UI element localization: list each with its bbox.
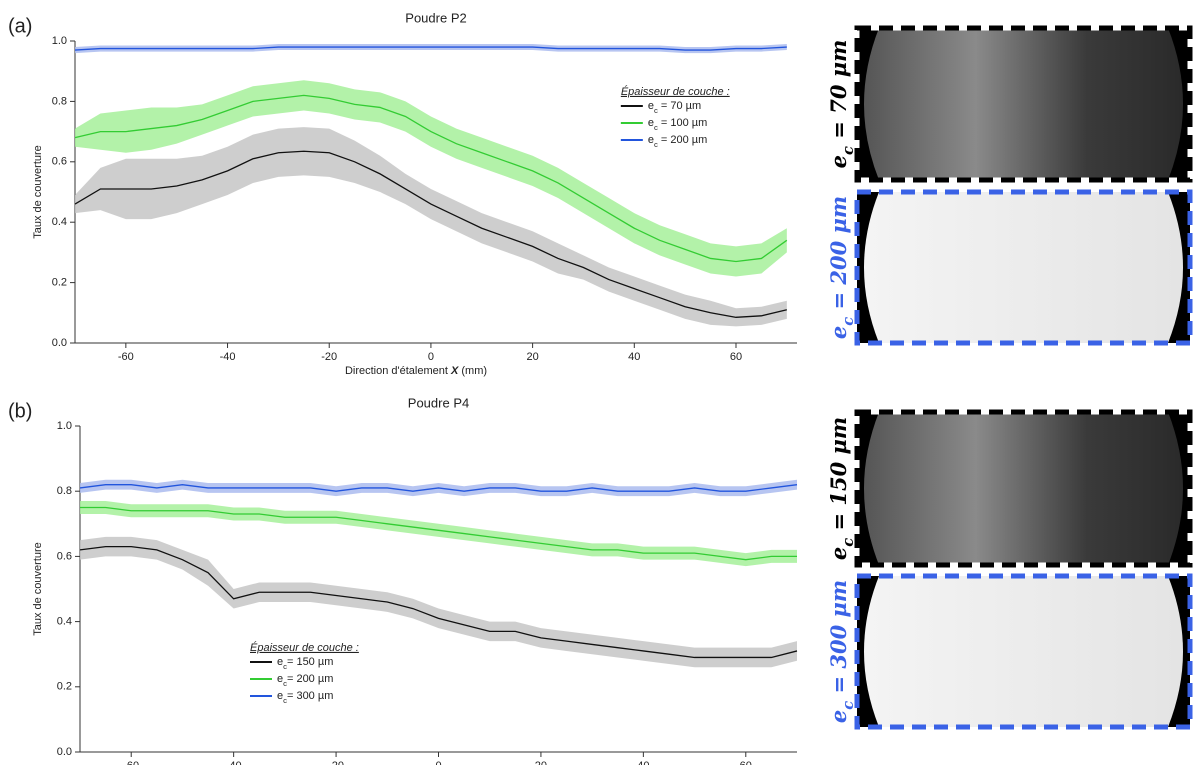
chart-title: Poudre P2 (405, 10, 466, 25)
legend-title: Épaisseur de couche : (621, 85, 730, 98)
y-axis-label: Taux de couverture (32, 542, 44, 636)
legend-label: ec = 70 µm (648, 100, 701, 115)
legend-symbol: e (648, 134, 654, 146)
line (74, 46, 787, 51)
inset-subscript: c (840, 317, 857, 326)
legend-value: = 200 µm (287, 673, 333, 685)
panel-label: (a) (8, 15, 32, 37)
error-band (75, 127, 787, 327)
inset-value: = 300 μm (826, 580, 851, 701)
x-tick-label: 20 (526, 351, 538, 363)
x-tick-label: -40 (220, 351, 236, 363)
legend-label: ec = 200 µm (648, 134, 707, 149)
legend-subscript: c (654, 140, 658, 149)
x-tick-label: -60 (118, 351, 134, 363)
line (79, 484, 798, 492)
inset-frame (854, 25, 1193, 183)
x-axis-label: Direction d'étalement X (mm) (345, 365, 487, 377)
y-tick-label: 0.8 (57, 485, 72, 497)
inset-symbol: e (826, 326, 851, 339)
inset-label: ec = 200 μm (826, 196, 857, 339)
inset-symbol: e (826, 547, 851, 560)
error-band (75, 44, 787, 54)
x-tick-label: 20 (535, 760, 547, 765)
x-tick-label: -40 (226, 760, 242, 765)
line (74, 150, 787, 318)
inset-image (864, 28, 1183, 180)
legend-value: = 100 µm (658, 117, 707, 129)
legend-subscript: c (283, 662, 287, 671)
y-tick-label: 0.6 (57, 550, 72, 562)
inset-frame (854, 189, 1193, 346)
x-tick-label: 0 (435, 760, 441, 765)
y-tick-label: 1.0 (57, 420, 72, 432)
y-tick-label: 1.0 (52, 35, 67, 47)
inset-frame (854, 573, 1193, 730)
legend-value: = 70 µm (658, 100, 701, 112)
y-tick-label: 0.4 (52, 216, 67, 228)
chart-title: Poudre P4 (408, 395, 469, 410)
inset-label: ec = 70 μm (826, 40, 857, 169)
inset-frame (854, 409, 1193, 568)
x-label-unit: (mm) (458, 365, 487, 377)
inset-value: = 200 μm (826, 196, 851, 317)
legend-label: ec= 300 µm (277, 690, 333, 705)
inset-subscript: c (840, 701, 857, 710)
inset-value: = 150 μm (826, 417, 851, 538)
legend-symbol: e (277, 673, 283, 685)
legend-title: Épaisseur de couche : (250, 641, 359, 654)
legend-symbol: e (277, 656, 283, 668)
legend-label: ec= 150 µm (277, 656, 333, 671)
legend-symbol: e (648, 100, 654, 112)
inset-subscript: c (840, 146, 857, 155)
legend-symbol: e (277, 690, 283, 702)
y-tick-label: 0.0 (57, 746, 72, 758)
y-tick-label: 0.0 (52, 337, 67, 349)
legend-subscript: c (283, 696, 287, 705)
x-tick-label: 40 (628, 351, 640, 363)
legend-symbol: e (648, 117, 654, 129)
inset-image (864, 412, 1183, 565)
x-tick-label: 60 (740, 760, 752, 765)
x-tick-label: -60 (123, 760, 139, 765)
y-tick-label: 0.6 (52, 156, 67, 168)
inset-image (864, 576, 1183, 727)
legend-value: = 200 µm (658, 134, 707, 146)
inset-symbol: e (826, 710, 851, 723)
panel-label: (b) (8, 400, 32, 422)
error-band (75, 80, 787, 277)
x-tick-label: 40 (637, 760, 649, 765)
x-tick-label: 0 (428, 351, 434, 363)
legend-value: = 150 µm (287, 656, 333, 668)
y-tick-label: 0.8 (52, 95, 67, 107)
inset-label: ec = 150 μm (826, 417, 857, 560)
legend-label: ec = 100 µm (648, 117, 707, 132)
inset-image (864, 192, 1183, 343)
y-tick-label: 0.4 (57, 616, 72, 628)
legend-label: ec= 200 µm (277, 673, 333, 688)
inset-label: ec = 300 μm (826, 580, 857, 723)
line (79, 545, 798, 659)
y-tick-label: 0.2 (57, 681, 72, 693)
y-axis-label: Taux de couverture (32, 145, 44, 239)
line (74, 94, 788, 263)
x-label-var: X (450, 365, 459, 377)
legend-subscript: c (654, 123, 658, 132)
x-tick-label: -20 (321, 351, 337, 363)
legend-subscript: c (283, 679, 287, 688)
x-label-text: Direction d'étalement (345, 365, 451, 377)
inset-value: = 70 μm (826, 40, 851, 146)
legend-value: = 300 µm (287, 690, 333, 702)
inset-symbol: e (826, 155, 851, 168)
y-tick-label: 0.2 (52, 277, 67, 289)
inset-subscript: c (840, 538, 857, 547)
line (80, 506, 797, 561)
x-tick-label: 60 (730, 351, 742, 363)
legend-subscript: c (654, 106, 658, 115)
x-tick-label: -20 (328, 760, 344, 765)
